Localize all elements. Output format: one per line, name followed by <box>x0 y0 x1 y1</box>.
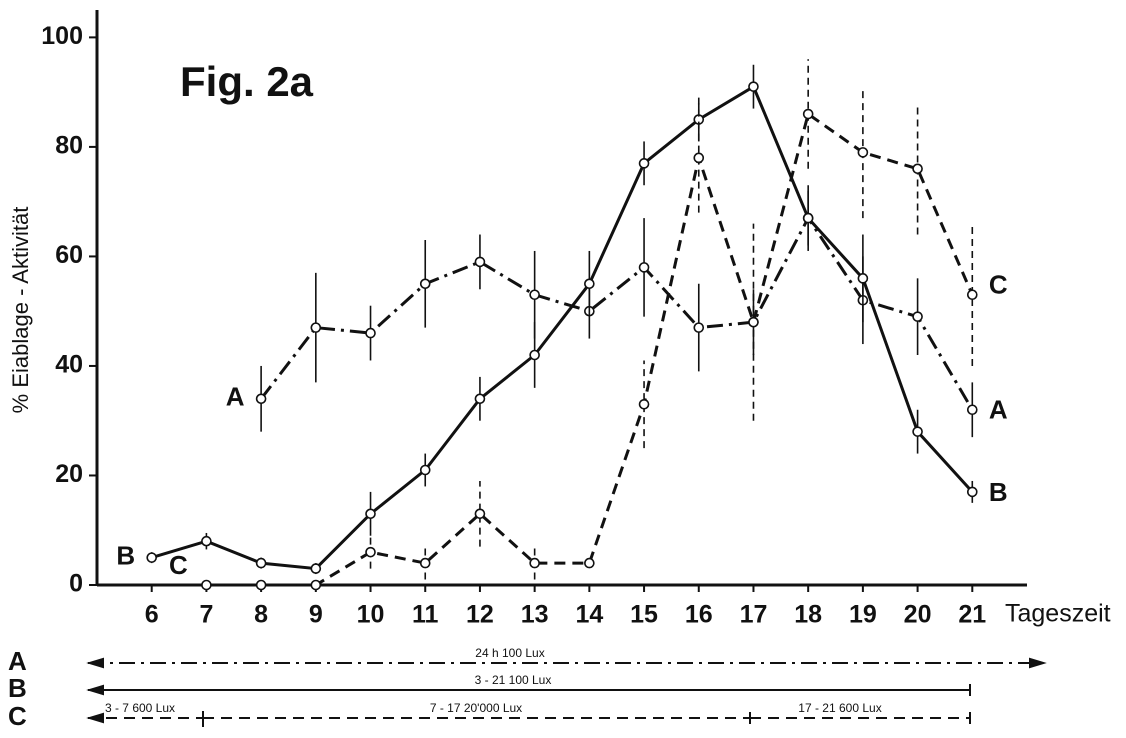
y-axis-label: % Eiablage - Aktivität <box>8 207 33 414</box>
data-point <box>419 464 431 476</box>
data-point <box>693 152 705 164</box>
schedule-label: A <box>8 646 27 676</box>
data-point <box>748 81 759 92</box>
x-tick-label: 12 <box>466 601 494 629</box>
data-point <box>966 289 978 301</box>
x-tick-label: 19 <box>849 601 877 629</box>
data-point <box>365 546 376 558</box>
data-point <box>857 273 869 284</box>
x-tick-label: 17 <box>740 601 768 629</box>
data-point <box>146 552 158 563</box>
data-point <box>255 579 267 591</box>
data-point <box>201 579 212 591</box>
data-point <box>310 322 322 333</box>
y-tick-label: 20 <box>55 460 83 488</box>
x-tick-label: 15 <box>630 601 658 629</box>
y-tick-label: 100 <box>41 22 83 50</box>
x-tick-label: 14 <box>575 601 603 629</box>
series-label: B <box>989 477 1008 507</box>
x-tick-label: 20 <box>904 601 932 629</box>
data-point <box>584 278 595 290</box>
data-point <box>748 316 759 328</box>
schedule-text: 17 - 21 600 Lux <box>798 701 881 715</box>
schedule-text: 24 h 100 Lux <box>475 646 544 660</box>
data-point <box>638 158 650 169</box>
data-point <box>419 278 431 290</box>
x-axis-label: Tageszeit <box>1005 600 1111 628</box>
x-tick-label: 18 <box>794 601 822 629</box>
data-point <box>638 398 650 410</box>
data-point <box>310 563 322 574</box>
series-label: A <box>226 382 245 412</box>
data-point <box>912 311 923 322</box>
data-point <box>201 535 212 547</box>
schedule-label: C <box>8 701 27 731</box>
data-point <box>802 212 814 224</box>
data-point <box>474 393 486 405</box>
schedule-label: B <box>8 673 27 703</box>
data-point <box>474 256 486 268</box>
data-point <box>693 322 705 333</box>
series-line <box>259 215 974 411</box>
y-tick-label: 40 <box>55 351 83 379</box>
data-point <box>255 557 267 569</box>
series-label: C <box>989 270 1008 300</box>
data-point <box>802 108 814 120</box>
data-point <box>529 349 540 361</box>
data-point <box>966 404 978 416</box>
y-tick-label: 0 <box>69 570 83 598</box>
x-tick-label: 6 <box>145 601 159 629</box>
x-tick-label: 13 <box>521 601 549 629</box>
series-line <box>151 84 974 571</box>
data-point <box>255 393 267 405</box>
x-tick-label: 9 <box>309 601 323 629</box>
series-label: C <box>169 550 188 580</box>
x-tick-label: 7 <box>199 601 213 629</box>
data-point <box>529 557 540 569</box>
x-tick-label: 8 <box>254 601 268 629</box>
data-point <box>912 426 923 437</box>
series-line <box>206 111 974 587</box>
data-point <box>584 557 595 569</box>
data-point <box>966 486 978 498</box>
x-tick-label: 16 <box>685 601 713 629</box>
y-tick-label: 60 <box>55 241 83 269</box>
data-point <box>529 289 540 301</box>
chart-title: Fig. 2a <box>180 58 314 105</box>
data-point <box>419 557 431 569</box>
data-point <box>474 508 486 520</box>
x-tick-label: 21 <box>958 601 986 629</box>
series-label: B <box>116 540 135 570</box>
data-point <box>365 327 376 339</box>
data-point <box>365 508 376 520</box>
schedule-text: 3 - 21 100 Lux <box>475 673 552 687</box>
x-tick-label: 10 <box>357 601 385 629</box>
data-point <box>310 579 322 591</box>
data-point <box>638 262 650 273</box>
data-point <box>857 147 869 158</box>
series-label: A <box>989 395 1008 425</box>
schedule-text: 7 - 17 20'000 Lux <box>430 701 522 715</box>
x-tick-label: 11 <box>412 601 439 629</box>
y-tick-label: 80 <box>55 132 83 160</box>
schedule-text: 3 - 7 600 Lux <box>105 701 175 715</box>
data-point <box>912 163 923 175</box>
